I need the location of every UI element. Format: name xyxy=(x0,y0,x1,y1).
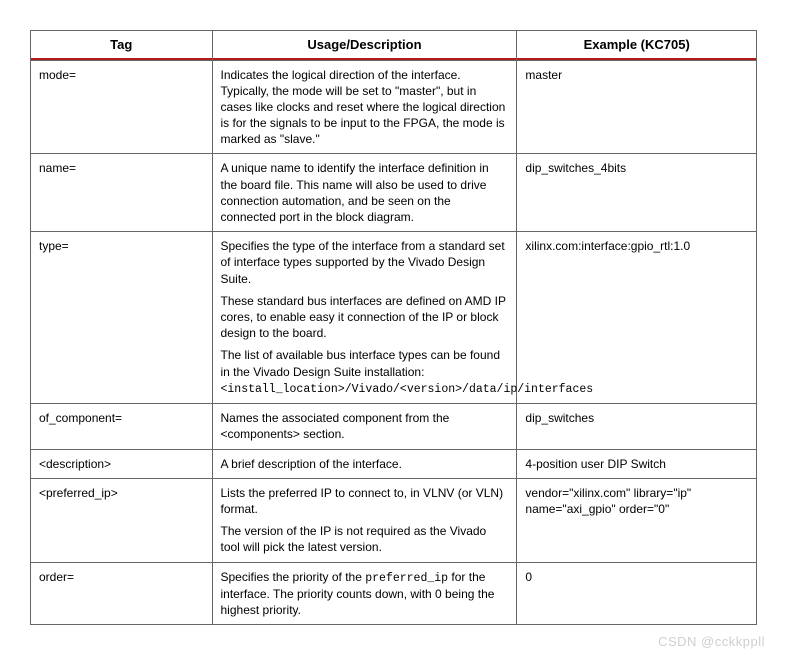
cell-example: dip_switches_4bits xyxy=(517,154,757,232)
cell-description: Specifies the type of the interface from… xyxy=(212,232,517,404)
header-usage: Usage/Description xyxy=(212,31,517,59)
table-row: type=Specifies the type of the interface… xyxy=(31,232,757,404)
cell-example: master xyxy=(517,60,757,154)
cell-example: 4-position user DIP Switch xyxy=(517,449,757,478)
cell-tag: name= xyxy=(31,154,213,232)
cell-description: A unique name to identify the interface … xyxy=(212,154,517,232)
cell-example: 0 xyxy=(517,562,757,625)
cell-tag: of_component= xyxy=(31,404,213,449)
cell-example: vendor="xilinx.com" library="ip" name="a… xyxy=(517,478,757,562)
cell-tag: mode= xyxy=(31,60,213,154)
table-row: <description>A brief description of the … xyxy=(31,449,757,478)
table-row: mode=Indicates the logical direction of … xyxy=(31,60,757,154)
cell-tag: order= xyxy=(31,562,213,625)
table-row: <preferred_ip>Lists the preferred IP to … xyxy=(31,478,757,562)
cell-description: Lists the preferred IP to connect to, in… xyxy=(212,478,517,562)
header-row: Tag Usage/Description Example (KC705) xyxy=(31,31,757,59)
interface-tags-table: Tag Usage/Description Example (KC705) mo… xyxy=(30,30,757,625)
cell-example: dip_switches xyxy=(517,404,757,449)
watermark-text: CSDN @cckkppll xyxy=(658,634,765,649)
cell-description: A brief description of the interface. xyxy=(212,449,517,478)
header-example: Example (KC705) xyxy=(517,31,757,59)
header-tag: Tag xyxy=(31,31,213,59)
cell-description: Indicates the logical direction of the i… xyxy=(212,60,517,154)
cell-tag: type= xyxy=(31,232,213,404)
cell-description: Names the associated component from the … xyxy=(212,404,517,449)
table-body: mode=Indicates the logical direction of … xyxy=(31,60,757,625)
table-row: order=Specifies the priority of the pref… xyxy=(31,562,757,625)
table-row: name=A unique name to identify the inter… xyxy=(31,154,757,232)
cell-example: xilinx.com:interface:gpio_rtl:1.0 xyxy=(517,232,757,404)
cell-description: Specifies the priority of the preferred_… xyxy=(212,562,517,625)
cell-tag: <description> xyxy=(31,449,213,478)
cell-tag: <preferred_ip> xyxy=(31,478,213,562)
table-row: of_component=Names the associated compon… xyxy=(31,404,757,449)
